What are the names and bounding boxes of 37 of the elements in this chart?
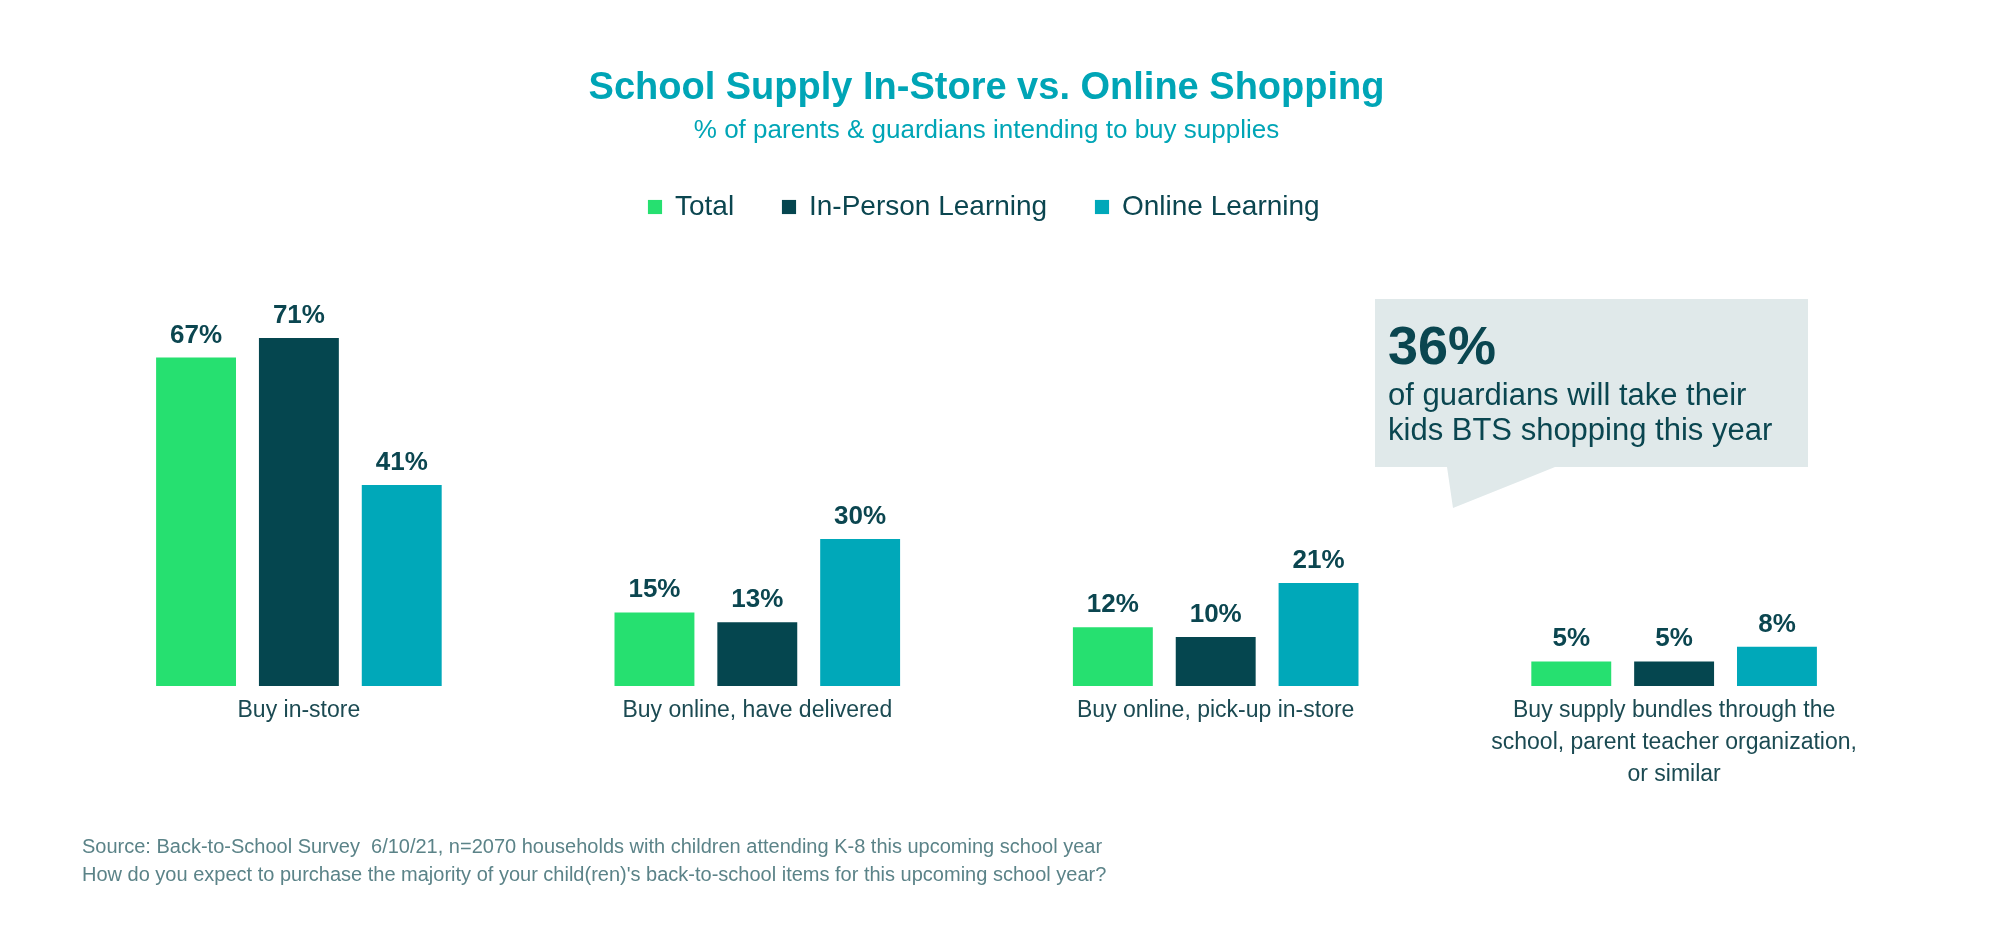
annotation: 36% — [1388, 315, 1497, 375]
data-label: 71% — [272, 299, 325, 329]
bar — [361, 485, 442, 686]
bar — [1737, 646, 1817, 686]
data-label: 8% — [1758, 607, 1796, 638]
bar — [156, 357, 236, 686]
data-label: 10% — [1189, 597, 1242, 628]
data-label: 41% — [375, 446, 428, 477]
bar — [1634, 661, 1715, 686]
data-label: 67% — [170, 318, 223, 349]
legend-label: In-Person Learning — [809, 190, 1048, 221]
bar — [1072, 627, 1153, 686]
data-label: 5% — [1552, 622, 1591, 653]
annotation: of guardians will take their kids BTS shopping this year — [1388, 377, 1774, 447]
bar — [614, 612, 695, 686]
bar — [1531, 661, 1612, 686]
x-tick-label: Buy online, have delivered — [622, 695, 893, 722]
data-label: 13% — [731, 583, 784, 614]
data-label: 30% — [834, 499, 887, 530]
bar — [820, 538, 901, 686]
data-label: 15% — [628, 573, 681, 604]
chart-title: School Supply In-Store vs. Online Shopping — [588, 65, 1385, 107]
legend-label: Online Learning — [1122, 190, 1320, 221]
x-tick-label: Buy online, pick-up in-store — [1076, 695, 1355, 722]
bar — [258, 338, 339, 686]
x-tick-label: Buy in-store — [237, 695, 361, 722]
source-note: Source: Back-to-School Survey 6/10/21, n=2070 households with children attending K-8 this upcoming school year — [82, 834, 1103, 859]
data-label: 21% — [1292, 544, 1345, 575]
data-label: 12% — [1086, 588, 1139, 619]
legend-label: Total — [675, 190, 735, 221]
text: How do you expect to purchase the majority of your child(ren)'s back-to-school items for this upcoming school year? — [82, 862, 1107, 887]
bar — [717, 622, 798, 686]
chart-subtitle: % of parents & guardians intending to buy supplies — [693, 114, 1280, 144]
bar — [1278, 583, 1359, 686]
bar — [1175, 636, 1256, 686]
data-label: 5% — [1655, 622, 1693, 653]
x-tick-label: Buy supply bundles through the school, parent teacher organization, or similar — [1491, 695, 1857, 786]
